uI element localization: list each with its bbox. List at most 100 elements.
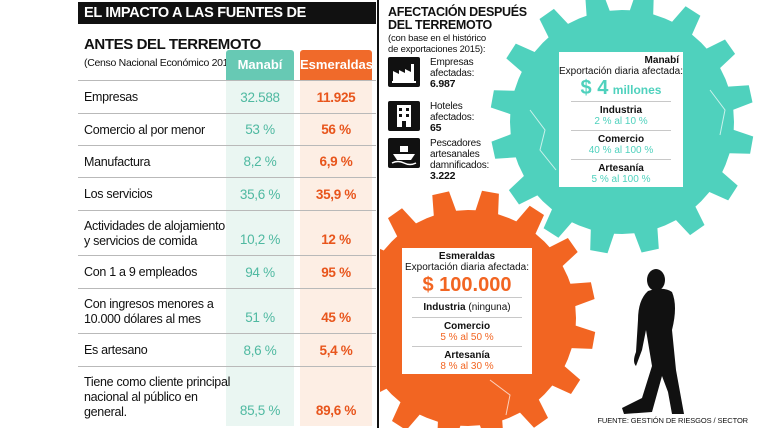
crack-line	[709, 89, 726, 136]
row-label-line: Con 1 a 9 empleados	[84, 265, 198, 279]
manabi-value: 53 %	[245, 122, 275, 137]
esmeraldas-card-label: Exportación diaria afectada:	[405, 262, 529, 273]
table-row: Los servicios 35,6 % 35,9 %	[78, 177, 376, 211]
column-header-manabi: Manabí	[226, 50, 294, 80]
manabi-value: 35,6 %	[239, 187, 281, 202]
esmeraldas-value: 89,6 %	[315, 403, 357, 418]
esmeraldas-export-card: Esmeraldas Exportación diaria afectada: …	[402, 248, 532, 374]
esmeraldas-value: 6,9 %	[319, 154, 353, 169]
esmeraldas-card-amount: $ 100.000	[422, 274, 512, 296]
table-row: Con 1 a 9 empleados 94 % 95 %	[78, 255, 376, 289]
stat-fishermen-value: 3.222	[430, 170, 456, 182]
esmeraldas-column-shade	[300, 80, 372, 426]
row-label-line: y servicios de comida	[84, 234, 198, 248]
row-label: Es artesano	[84, 343, 148, 358]
row-label-line: Comercio al por menor	[84, 123, 205, 137]
after-title-line-1: AFECTACIÓN DESPUÉS	[388, 5, 527, 19]
esmeraldas-value: 5,4 %	[319, 343, 353, 358]
manabi-value: 10,2 %	[239, 232, 281, 247]
stat-companies-line-1: Empresas	[430, 57, 474, 68]
manabi-value: 94 %	[245, 265, 275, 280]
row-label-line: Los servicios	[84, 187, 153, 201]
row-label-line: Tiene como cliente principal	[84, 375, 231, 389]
row-label-line: Actividades de alojamiento	[84, 219, 225, 233]
after-subtitle-line-1: (con base en el histórico	[388, 33, 486, 44]
table-row: Comercio al por menor 53 % 56 %	[78, 113, 376, 146]
row-label: Actividades de alojamiento y servicios de…	[84, 219, 225, 249]
esmeraldas-value: 12 %	[321, 232, 351, 247]
table-row: Es artesano 8,6 % 5,4 %	[78, 333, 376, 367]
manabi-card-label: Exportación diaria afectada:	[559, 66, 683, 77]
after-subtitle-line-2: de exportaciones 2015):	[388, 44, 486, 55]
stat-hotels-value: 65	[430, 122, 442, 134]
esmeraldas-sector-industria-label: Industria	[423, 302, 466, 313]
crack-line	[529, 109, 557, 171]
after-title-line-2: DEL TERREMOTO	[388, 18, 492, 32]
esmeraldas-value: 11.925	[316, 90, 356, 105]
manabi-sector-industria: Industria	[599, 105, 643, 116]
row-label-line: Manufactura	[84, 155, 151, 169]
row-label-line: Empresas	[84, 90, 138, 104]
row-label-line: 10.000 dólares al mes	[84, 312, 201, 326]
manabi-sector-artesania: Artesanía	[598, 163, 644, 174]
stat-companies-value: 6.987	[430, 78, 456, 90]
after-title: AFECTACIÓN DESPUÉS DEL TERREMOTO	[388, 6, 527, 32]
row-label: Comercio al por menor	[84, 123, 205, 138]
row-label: Tiene como cliente principal nacional al …	[84, 375, 230, 420]
stat-hotels-line-1: Hoteles	[430, 101, 463, 112]
stat-fishermen-line-1: Pescadores	[430, 138, 481, 149]
row-label: Manufactura	[84, 155, 150, 170]
stat-fishermen-line-2: artesanales	[430, 149, 480, 160]
table-title: ANTES DEL TERREMOTO	[84, 36, 261, 53]
before-earthquake-panel: EL IMPACTO A LAS FUENTES DE TRABAJO ANTE…	[78, 0, 378, 428]
stat-companies-line-2: afectadas:	[430, 68, 475, 79]
table-row: Empresas 32.588 11.925	[78, 80, 376, 114]
manabi-value: 85,5 %	[239, 403, 281, 418]
esmeraldas-value: 56 %	[321, 122, 351, 137]
after-earthquake-panel: AFECTACIÓN DESPUÉS DEL TERREMOTO (con ba…	[380, 0, 762, 428]
esmeraldas-sector-comercio: Comercio	[443, 321, 491, 332]
row-label-line: general.	[84, 405, 127, 419]
after-subtitle: (con base en el histórico de exportacion…	[388, 33, 486, 55]
row-label: Con 1 a 9 empleados	[84, 265, 197, 280]
table-row: Con ingresos menores a 10.000 dólares al …	[78, 288, 376, 334]
stat-fishermen-line-3: damnificados:	[430, 160, 490, 171]
row-label-line: Es artesano	[84, 343, 148, 357]
manabi-export-card: Manabí Exportación diaria afectada: $ 4 …	[559, 52, 683, 187]
building-icon	[388, 101, 420, 131]
esmeraldas-card-title: Esmeraldas	[438, 251, 496, 262]
esmeraldas-value: 45 %	[321, 310, 351, 325]
row-label: Empresas	[84, 90, 138, 105]
crack-line	[489, 379, 511, 416]
table-row: Actividades de alojamiento y servicios de…	[78, 210, 376, 256]
manabi-card-amount: $ 4 millones	[559, 77, 683, 101]
manabi-column-shade	[226, 80, 294, 426]
manabi-amount-unit: millones	[612, 83, 662, 97]
factory-icon	[388, 57, 420, 87]
esmeraldas-sector-industria-value: (ninguna)	[468, 302, 511, 313]
row-label-line: nacional al público en	[84, 390, 198, 404]
row-label: Con ingresos menores a 10.000 dólares al …	[84, 297, 214, 327]
source-note: FUENTE: GESTIÓN DE RIESGOS / SECTOR	[597, 416, 748, 425]
row-label-line: Con ingresos menores a	[84, 297, 214, 311]
table-subtitle: (Censo Nacional Económico 2010)	[84, 57, 237, 69]
infographic-banner: EL IMPACTO A LAS FUENTES DE TRABAJO	[78, 2, 376, 43]
esmeraldas-value: 95 %	[321, 265, 351, 280]
column-header-esmeraldas: Esmeraldas	[300, 50, 373, 80]
manabi-amount-value: $ 4	[580, 77, 609, 99]
manabi-value: 32.588	[240, 90, 280, 105]
panel-divider	[377, 0, 379, 428]
manabi-value: 8,2 %	[243, 154, 277, 169]
esmeraldas-sector-comercio-value: 5 % al 50 %	[440, 332, 494, 343]
manabi-sector-comercio-value: 40 % al 100 %	[588, 145, 654, 156]
manabi-value: 51 %	[245, 310, 275, 325]
table-row: Tiene como cliente principal nacional al …	[78, 366, 376, 427]
stat-hotels-line-2: afectados:	[430, 112, 475, 123]
manabi-sector-comercio: Comercio	[597, 134, 645, 145]
esmeraldas-sector-artesania: Artesanía	[444, 350, 490, 361]
manabi-sector-artesania-value: 5 % al 100 %	[591, 174, 651, 185]
manabi-value: 8,6 %	[243, 343, 277, 358]
boat-icon	[388, 138, 420, 168]
manabi-card-title: Manabí	[644, 55, 679, 66]
esmeraldas-sector-industria: Industria (ninguna)	[402, 302, 532, 313]
